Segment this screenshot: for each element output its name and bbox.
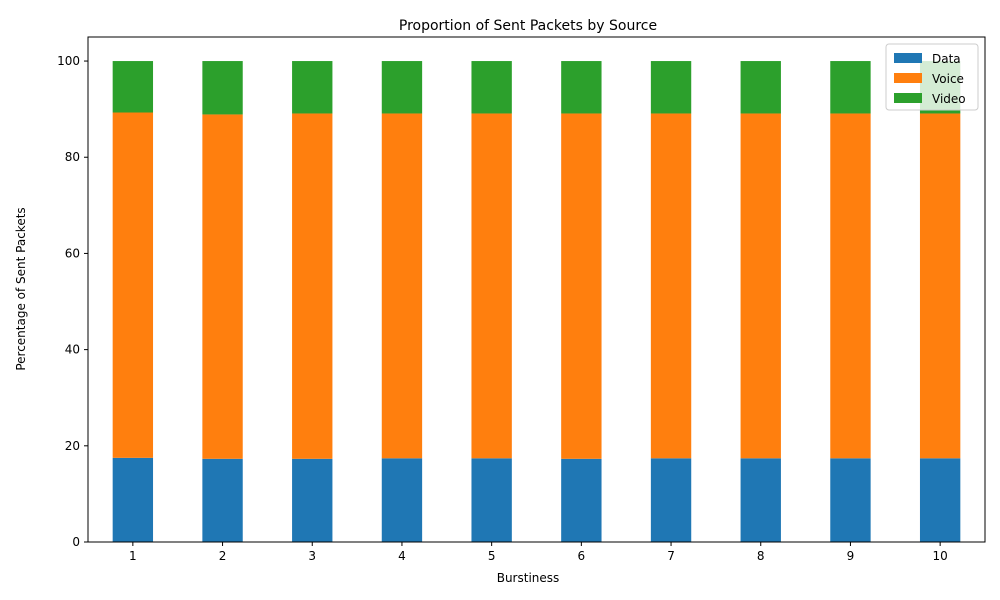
bar-data-9	[830, 458, 871, 542]
y-tick-label: 40	[65, 343, 80, 357]
legend-swatch-video	[894, 93, 922, 103]
bar-voice-9	[830, 113, 871, 459]
x-tick-label: 10	[933, 549, 948, 563]
legend: Data Voice Video	[885, 43, 979, 111]
bar-voice-1	[112, 112, 154, 458]
y-tick-label: 0	[72, 535, 80, 549]
y-tick-label: 60	[65, 246, 80, 260]
x-tick-label: 9	[847, 549, 855, 563]
bar-data-1	[112, 457, 154, 542]
x-axis-label: Burstiness	[497, 571, 560, 585]
plot-frame	[87, 36, 986, 543]
legend-swatch-voice	[894, 73, 922, 83]
bar-data-6	[561, 458, 602, 542]
bar-video-7	[650, 61, 692, 114]
x-tick-label: 3	[308, 549, 316, 563]
bar-video-2	[202, 61, 243, 115]
bars-group	[112, 61, 961, 542]
bar-video-6	[561, 61, 602, 114]
y-axis-label: Percentage of Sent Packets	[14, 207, 28, 370]
y-tick-label: 80	[65, 150, 80, 164]
bar-data-5	[471, 458, 512, 542]
x-tick-label: 8	[757, 549, 765, 563]
x-axis-ticks: 1 2 3 4 5 6 7 8 9 10	[129, 542, 948, 563]
bar-video-3	[292, 61, 333, 114]
bar-voice-8	[740, 113, 781, 459]
bar-voice-6	[561, 113, 602, 459]
legend-label-data: Data	[932, 52, 961, 66]
y-axis-ticks: 0 20 40 60 80 100	[57, 54, 88, 549]
bar-video-5	[471, 61, 512, 114]
legend-label-video: Video	[932, 92, 966, 106]
bar-data-8	[740, 458, 781, 542]
bar-voice-3	[292, 113, 333, 459]
legend-label-voice: Voice	[932, 72, 964, 86]
bar-data-4	[381, 458, 423, 542]
chart-title: Proportion of Sent Packets by Source	[399, 18, 657, 34]
bar-video-8	[740, 61, 781, 114]
bar-data-7	[650, 458, 692, 542]
x-tick-label: 1	[129, 549, 137, 563]
x-tick-label: 7	[667, 549, 675, 563]
bar-data-10	[919, 458, 961, 542]
x-tick-label: 5	[488, 549, 496, 563]
y-tick-label: 20	[65, 439, 80, 453]
x-tick-label: 6	[578, 549, 586, 563]
x-tick-label: 2	[219, 549, 227, 563]
bar-voice-5	[471, 113, 512, 459]
bar-voice-4	[381, 113, 423, 459]
bar-voice-7	[650, 113, 692, 459]
y-tick-label: 100	[57, 54, 80, 68]
bar-voice-10	[919, 113, 961, 459]
x-tick-label: 4	[398, 549, 406, 563]
bar-data-2	[202, 458, 243, 542]
bar-video-9	[830, 61, 871, 114]
bar-video-1	[112, 61, 154, 113]
bar-voice-2	[202, 114, 243, 459]
bar-data-3	[292, 458, 333, 542]
bar-video-4	[381, 61, 423, 114]
legend-swatch-data	[894, 53, 922, 63]
